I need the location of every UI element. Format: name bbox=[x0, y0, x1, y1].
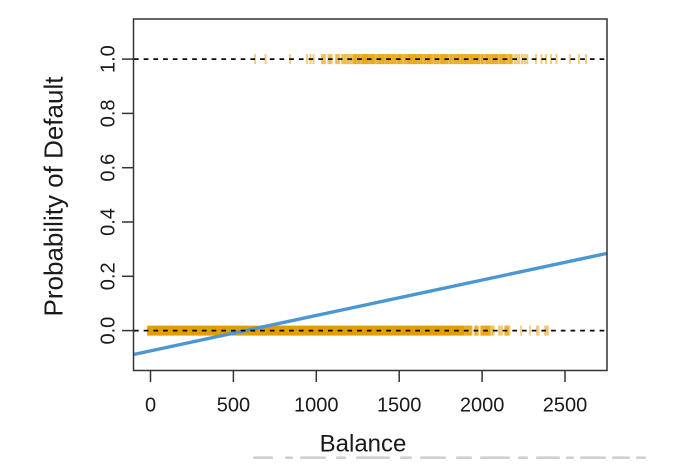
svg-text:0.4: 0.4 bbox=[98, 208, 120, 236]
svg-text:1500: 1500 bbox=[377, 395, 422, 417]
svg-text:0.6: 0.6 bbox=[98, 154, 120, 182]
svg-text:0.8: 0.8 bbox=[98, 99, 120, 127]
svg-text:Probability of Default: Probability of Default bbox=[39, 76, 69, 317]
svg-text:1000: 1000 bbox=[294, 395, 339, 417]
svg-text:Balance: Balance bbox=[320, 431, 407, 458]
svg-text:2500: 2500 bbox=[543, 395, 588, 417]
svg-text:2000: 2000 bbox=[460, 395, 505, 417]
svg-text:0.0: 0.0 bbox=[98, 317, 120, 345]
svg-text:0: 0 bbox=[145, 395, 156, 417]
svg-text:0.2: 0.2 bbox=[98, 262, 120, 290]
svg-text:500: 500 bbox=[217, 395, 250, 417]
svg-text:1.0: 1.0 bbox=[98, 45, 120, 73]
